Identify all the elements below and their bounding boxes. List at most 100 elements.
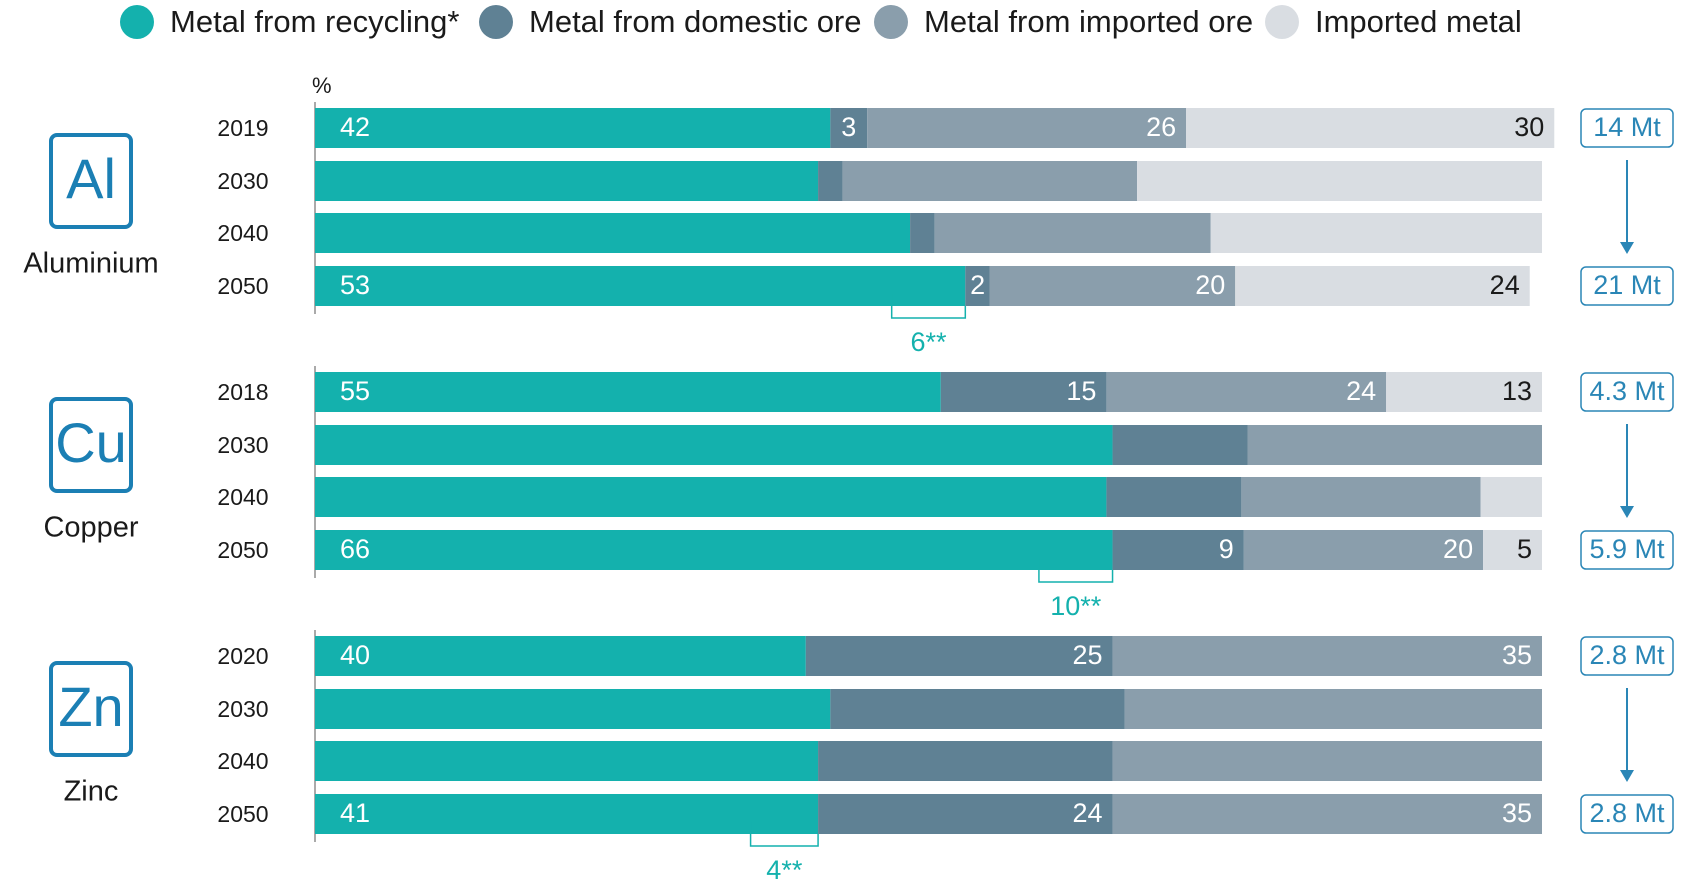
year-label: 2040 [217, 748, 268, 774]
annotation-label: 10** [1050, 591, 1102, 621]
bar-segment [315, 741, 819, 781]
volume-label: 14 Mt [1593, 112, 1661, 142]
legend-swatch-2 [479, 5, 513, 39]
bar-segment [1241, 477, 1481, 517]
annotation-bracket [749, 822, 819, 847]
element-name: Copper [43, 512, 138, 544]
bar-segment [818, 794, 1113, 834]
data-label: 3 [841, 112, 856, 142]
legend-swatch-4 [1265, 5, 1299, 39]
bar-segment [989, 266, 1236, 306]
data-label: 24 [1490, 270, 1520, 300]
bar-segment [315, 530, 1113, 570]
data-label: 41 [340, 798, 370, 828]
year-label: 2050 [217, 537, 268, 563]
volume-label: 2.8 Mt [1589, 798, 1665, 828]
bar-segment [315, 477, 1107, 517]
data-label: 25 [1073, 640, 1103, 670]
data-label: 15 [1066, 376, 1096, 406]
element-name: Aluminium [23, 248, 158, 280]
bar-segment [1243, 530, 1484, 570]
bar-segment [315, 108, 831, 148]
volume-label: 5.9 Mt [1589, 534, 1665, 564]
bar-segment [1480, 477, 1542, 517]
bar-segment [910, 213, 935, 253]
volume-label: 4.3 Mt [1589, 376, 1665, 406]
bar-segment [315, 636, 806, 676]
volume-arrow-head [1620, 770, 1634, 782]
year-label: 2050 [217, 273, 268, 299]
volume-box [1580, 266, 1674, 306]
bar-segment [818, 741, 1113, 781]
element-symbol-box [49, 397, 133, 493]
year-label: 2030 [217, 696, 268, 722]
data-label: 40 [340, 640, 370, 670]
legend-label-1: Metal from recycling* [170, 4, 459, 39]
data-label: 66 [340, 534, 370, 564]
year-label: 2030 [217, 432, 268, 458]
volume-box [1580, 794, 1674, 834]
bar-segment [1483, 530, 1542, 570]
year-label: 2030 [217, 168, 268, 194]
data-label: 35 [1502, 640, 1532, 670]
bar-segment [315, 689, 831, 729]
bar-segment [1106, 477, 1242, 517]
annotation-bracket [890, 294, 967, 319]
year-label: 2019 [217, 115, 268, 141]
bar-segment [940, 372, 1107, 412]
bar-segment [1112, 741, 1542, 781]
volume-box [1580, 530, 1674, 570]
year-label: 2020 [217, 643, 268, 669]
data-label: 2 [970, 270, 985, 300]
bar-segment [965, 266, 990, 306]
bar-segment [315, 794, 819, 834]
legend-label-3: Metal from imported ore [924, 4, 1253, 39]
bar-segment [842, 161, 1138, 201]
legend-swatch-1 [120, 5, 154, 39]
bar-segment [315, 161, 819, 201]
legend-swatch-3 [874, 5, 908, 39]
element-symbol-box [49, 661, 133, 757]
data-label: 5 [1517, 534, 1532, 564]
data-label: 20 [1195, 270, 1225, 300]
element-symbol: Zn [58, 675, 123, 738]
element-symbol: Cu [55, 411, 127, 474]
bar-segment [1210, 213, 1542, 253]
volume-arrow-head [1620, 506, 1634, 518]
volume-box [1580, 108, 1674, 148]
bar-segment [315, 425, 1113, 465]
bar-segment [830, 689, 1125, 729]
volume-label: 2.8 Mt [1589, 640, 1665, 670]
volume-box [1580, 372, 1674, 412]
element-symbol-box [49, 133, 133, 229]
year-label: 2050 [217, 801, 268, 827]
bar-segment [867, 108, 1187, 148]
bar-segment [315, 266, 966, 306]
bar-segment [1235, 266, 1530, 306]
data-label: 20 [1443, 534, 1473, 564]
volume-label: 21 Mt [1593, 270, 1661, 300]
data-label: 53 [340, 270, 370, 300]
unit-label: % [312, 73, 332, 98]
year-label: 2018 [217, 379, 268, 405]
bar-segment [1137, 161, 1542, 201]
element-name: Zinc [64, 776, 119, 808]
bar-segment [1186, 108, 1555, 148]
bar-segment [1106, 372, 1387, 412]
bar-segment [1112, 530, 1244, 570]
data-label: 13 [1502, 376, 1532, 406]
bar-segment [1124, 689, 1542, 729]
bar-segment [1386, 372, 1542, 412]
data-label: 42 [340, 112, 370, 142]
data-label: 24 [1073, 798, 1103, 828]
data-label: 26 [1146, 112, 1176, 142]
year-label: 2040 [217, 220, 268, 246]
bar-segment [818, 161, 843, 201]
data-label: 24 [1346, 376, 1376, 406]
volume-box [1580, 636, 1674, 676]
data-label: 30 [1514, 112, 1544, 142]
bar-segment [830, 108, 868, 148]
year-label: 2040 [217, 484, 268, 510]
bar-segment [315, 213, 911, 253]
